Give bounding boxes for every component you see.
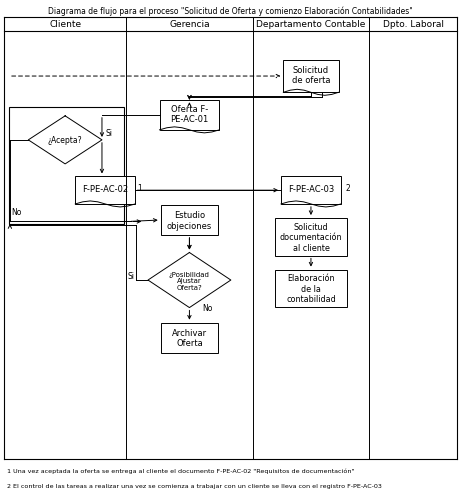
- Text: Dpto. Laboral: Dpto. Laboral: [383, 20, 444, 29]
- Text: Departamento Contable: Departamento Contable: [256, 20, 365, 29]
- Text: ¿Posibilidad
Ajustar
Oferta?: ¿Posibilidad Ajustar Oferta?: [169, 271, 210, 290]
- Polygon shape: [148, 253, 231, 308]
- FancyBboxPatch shape: [275, 270, 346, 308]
- Text: Cliente: Cliente: [49, 20, 81, 29]
- Text: No: No: [202, 304, 212, 313]
- Text: Archivar
Oferta: Archivar Oferta: [172, 328, 207, 348]
- FancyBboxPatch shape: [161, 205, 218, 235]
- Text: 2 El control de las tareas a realizar una vez se comienza a trabajar con un clie: 2 El control de las tareas a realizar un…: [7, 483, 382, 488]
- Polygon shape: [28, 117, 102, 164]
- FancyBboxPatch shape: [75, 177, 135, 204]
- Text: F-PE-AC-02: F-PE-AC-02: [82, 185, 128, 194]
- Text: Estudio
objeciones: Estudio objeciones: [167, 211, 212, 230]
- Text: F-PE-AC-03: F-PE-AC-03: [288, 185, 334, 194]
- FancyBboxPatch shape: [160, 101, 219, 131]
- Text: Si: Si: [128, 271, 134, 280]
- FancyBboxPatch shape: [281, 177, 341, 204]
- Text: Si: Si: [106, 129, 113, 138]
- Text: 2: 2: [346, 184, 350, 193]
- Text: Diagrama de flujo para el proceso "Solicitud de Oferta y comienzo Elaboración Co: Diagrama de flujo para el proceso "Solic…: [48, 7, 413, 17]
- Text: No: No: [11, 207, 22, 216]
- FancyBboxPatch shape: [275, 218, 346, 256]
- Text: 1: 1: [137, 184, 142, 193]
- Text: Oferta F-
PE-AC-01: Oferta F- PE-AC-01: [170, 104, 209, 124]
- FancyBboxPatch shape: [161, 323, 218, 353]
- Text: Solicitud
de oferta: Solicitud de oferta: [292, 66, 330, 85]
- Text: Elaboración
de la
contabilidad: Elaboración de la contabilidad: [286, 274, 336, 304]
- Text: ¿Acepta?: ¿Acepta?: [48, 136, 82, 145]
- Text: Gerencia: Gerencia: [169, 20, 210, 29]
- Text: Solicitud
documentación
al cliente: Solicitud documentación al cliente: [280, 222, 342, 252]
- FancyBboxPatch shape: [283, 61, 338, 93]
- Text: 1 Una vez aceptada la oferta se entrega al cliente el documento F-PE-AC-02 "Requ: 1 Una vez aceptada la oferta se entrega …: [7, 467, 354, 473]
